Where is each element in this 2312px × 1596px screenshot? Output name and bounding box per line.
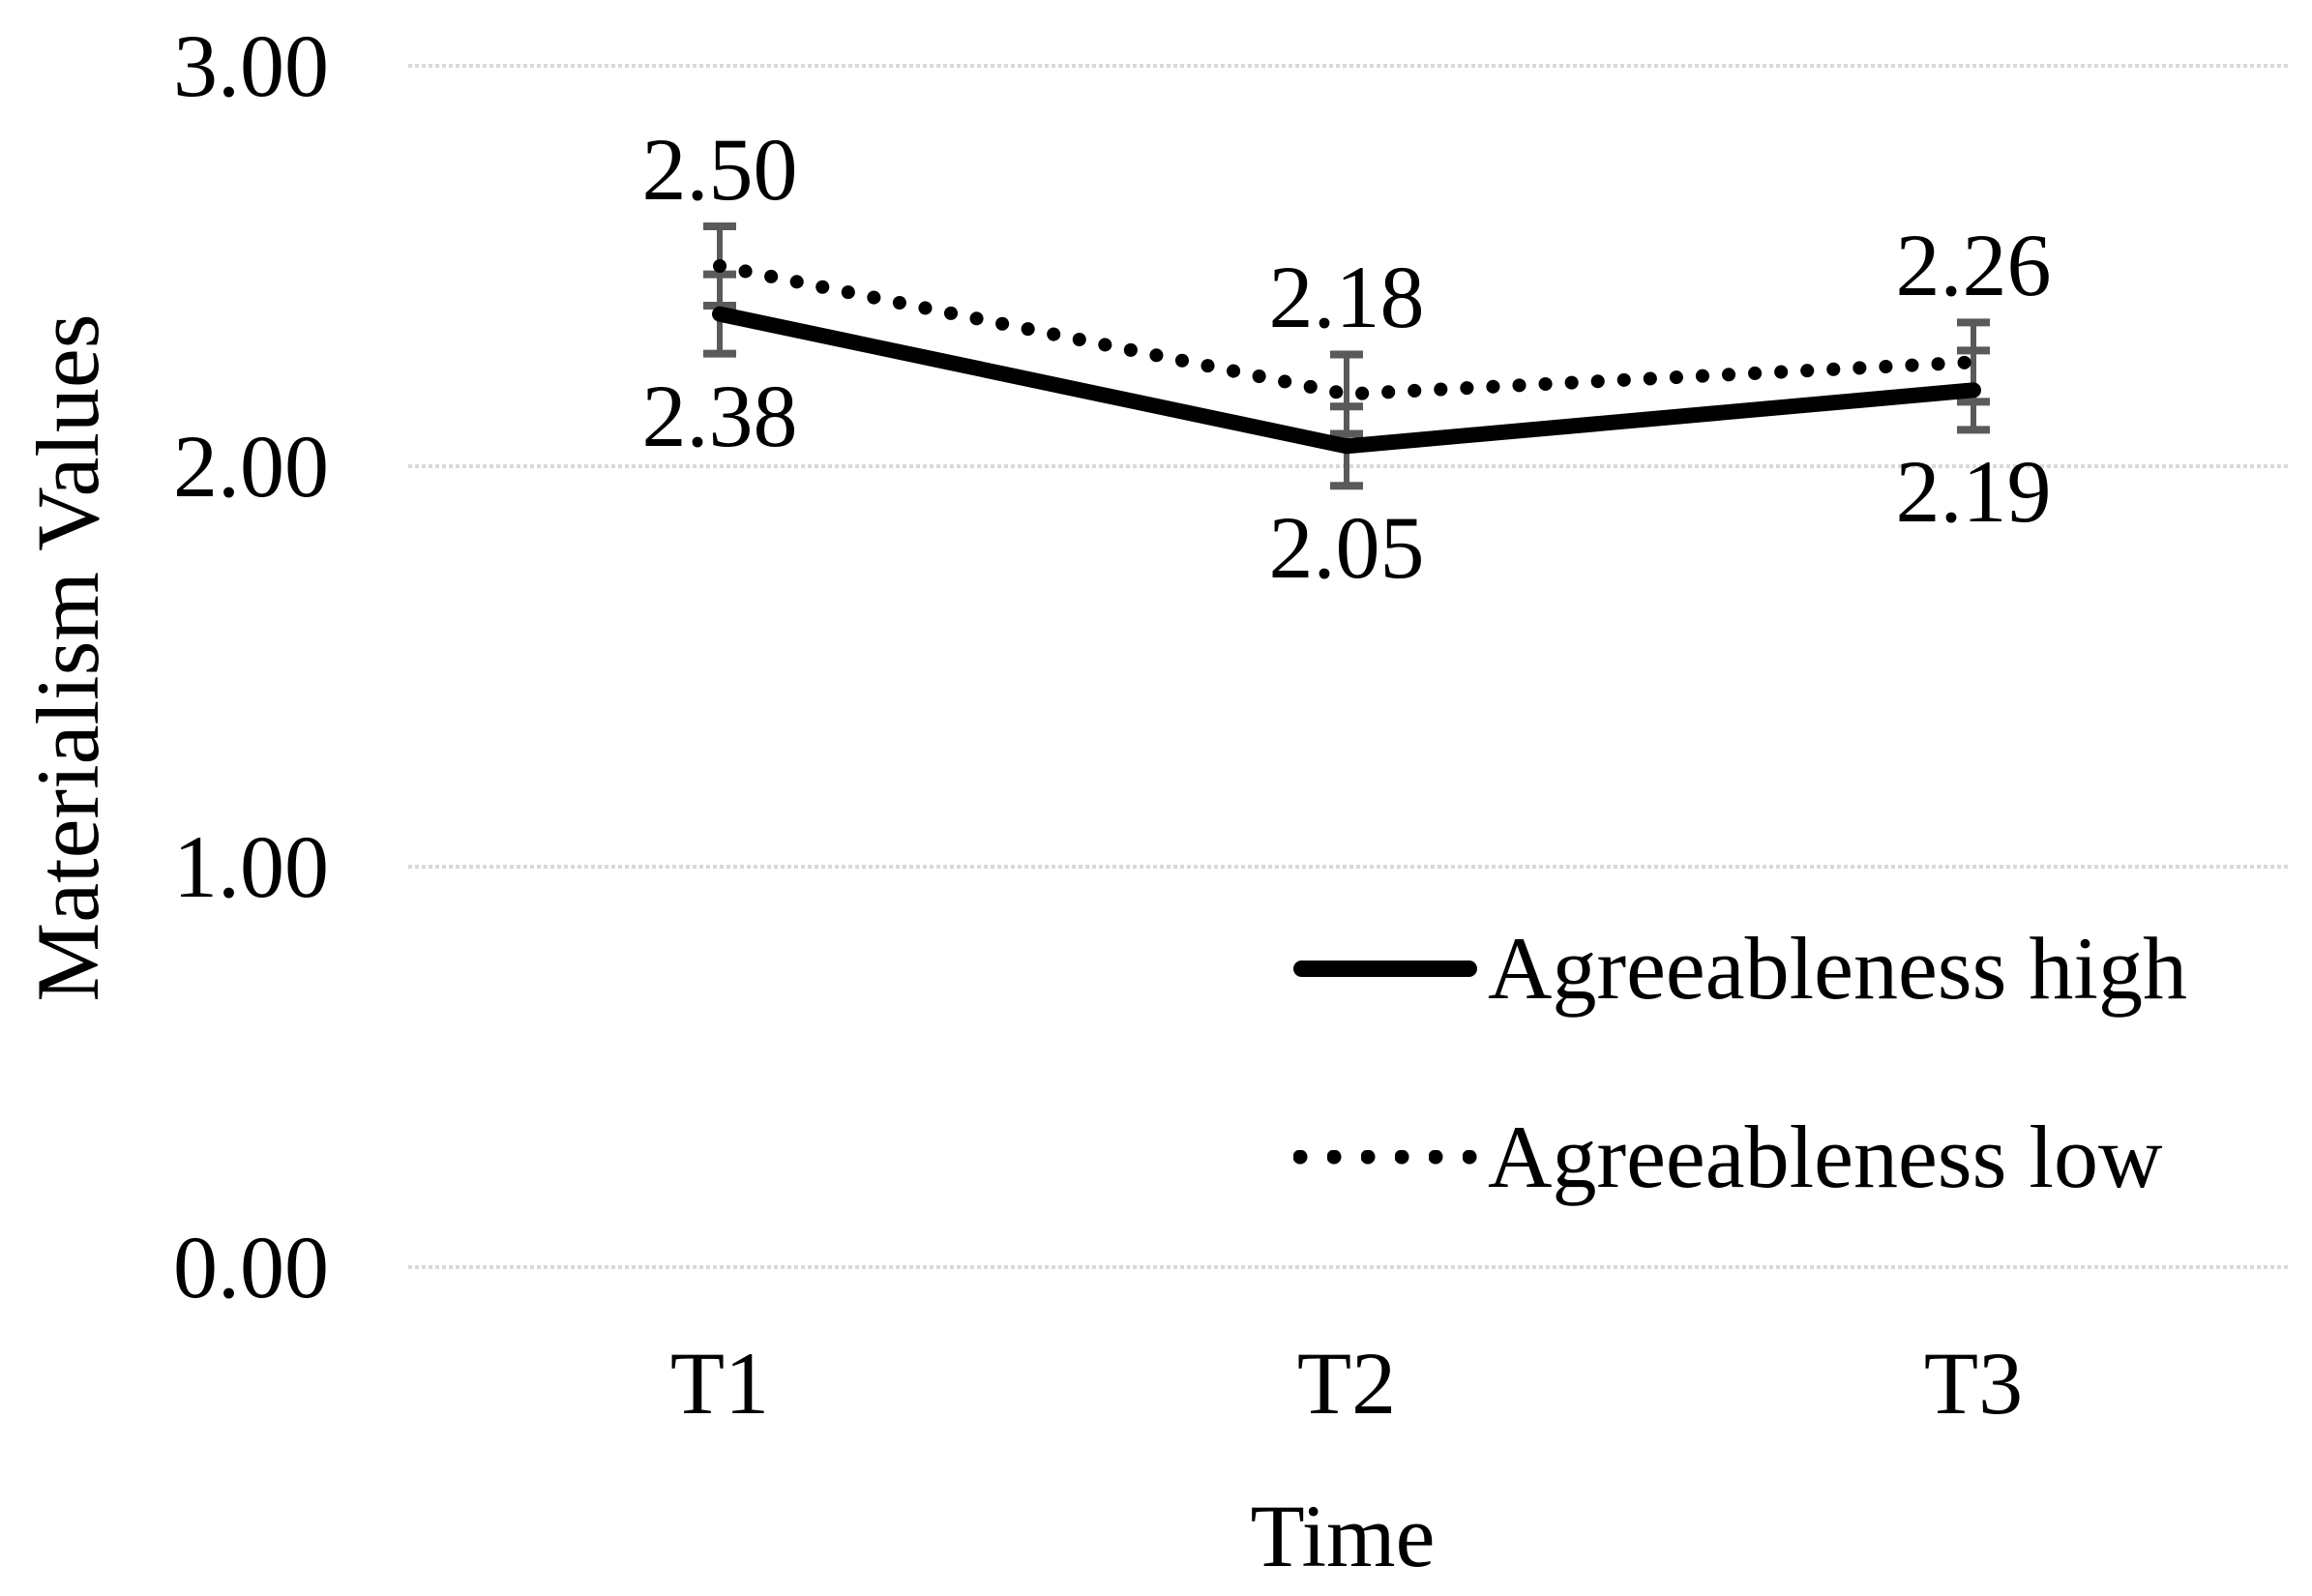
data-label: 2.05	[1268, 498, 1425, 598]
y-tick-label: 3.00	[173, 16, 329, 115]
legend-label-agreeableness-high: Agreeableness high	[1488, 919, 2187, 1018]
data-label: 2.18	[1268, 248, 1425, 347]
x-category-label: T2	[1296, 1334, 1397, 1433]
data-label: 2.19	[1895, 442, 2052, 542]
x-axis-title: Time	[1250, 1487, 1436, 1585]
y-tick-label: 1.00	[173, 817, 329, 916]
y-tick-label: 2.00	[173, 417, 329, 516]
x-category-label: T3	[1923, 1334, 2024, 1433]
legend-solid-line-sample	[1293, 961, 1477, 977]
y-axis-title: Materialism Values	[18, 313, 117, 1002]
legend-label-agreeableness-low: Agreeableness low	[1488, 1108, 2163, 1206]
series-line-agreeableness-low	[713, 259, 1980, 401]
y-tick-label: 0.00	[173, 1218, 329, 1316]
x-category-label: T1	[669, 1334, 770, 1433]
data-label: 2.26	[1895, 216, 2052, 315]
series-line-agreeableness-high	[712, 306, 1981, 455]
data-label: 2.50	[641, 120, 798, 219]
legend-dotted-line-sample	[1293, 1150, 1483, 1165]
data-label: 2.38	[641, 366, 798, 465]
